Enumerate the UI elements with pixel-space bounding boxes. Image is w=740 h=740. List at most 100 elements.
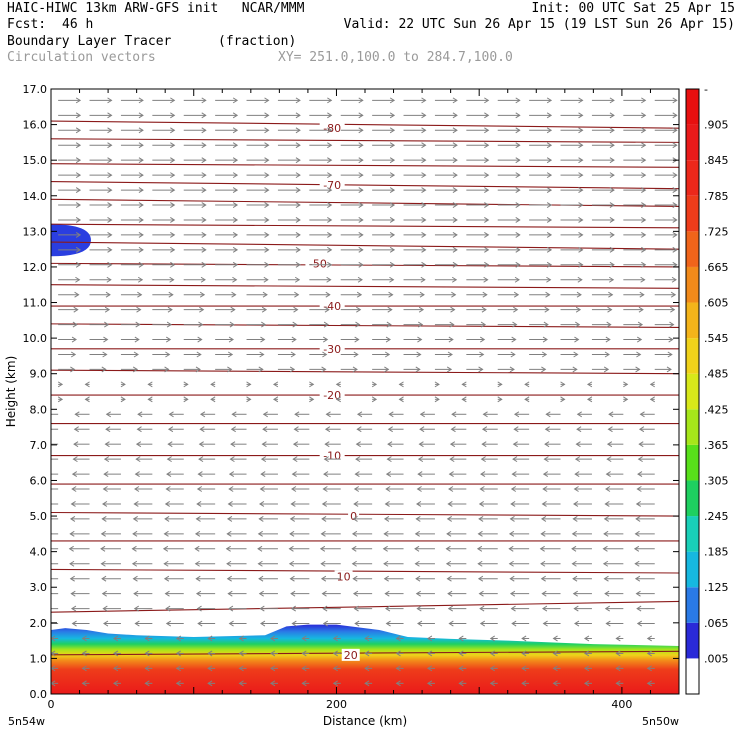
vector-head: [578, 127, 584, 134]
circulation-vector: [509, 590, 530, 597]
vector-head: [546, 276, 552, 283]
circulation-vector: [277, 217, 301, 223]
contour-label: -80: [323, 122, 341, 135]
circulation-vector: [58, 231, 82, 238]
vector-head: [578, 187, 584, 193]
circulation-vector: [446, 530, 467, 537]
vector-head: [602, 560, 609, 567]
vector-head: [138, 261, 144, 268]
vector-head: [545, 291, 551, 298]
circulation-vector: [257, 530, 278, 537]
circulation-vector: [434, 321, 455, 328]
vector-head: [57, 381, 64, 388]
circulation-vector: [654, 127, 678, 134]
vector-head: [131, 560, 138, 567]
vector-head: [578, 231, 584, 238]
circulation-vector: [352, 575, 373, 582]
vector-head: [194, 545, 200, 552]
colorbar-swatch: [686, 266, 699, 303]
vector-head: [102, 351, 108, 358]
circulation-vector: [259, 605, 278, 612]
circulation-vector: [560, 366, 578, 373]
circulation-vector: [529, 351, 548, 358]
vector-head: [515, 127, 521, 134]
colorbar-label: .065: [704, 617, 729, 630]
vector-head: [175, 635, 182, 642]
temperature-contour: [51, 284, 679, 289]
circulation-vector: [497, 187, 521, 193]
circulation-vector: [529, 336, 548, 343]
y-tick-label: 10.0: [23, 332, 48, 345]
circulation-vector: [51, 488, 59, 490]
vector-head: [515, 142, 521, 149]
vector-head: [301, 635, 307, 642]
circulation-vector: [466, 112, 490, 119]
vector-head: [603, 575, 609, 582]
vector-head: [572, 515, 578, 522]
circulation-vector: [434, 157, 458, 164]
circulation-vector: [175, 665, 184, 672]
vector-head: [521, 635, 527, 642]
vector-head: [75, 142, 82, 149]
circulation-vector: [104, 441, 121, 448]
vector-head: [81, 680, 87, 687]
vector-head: [272, 381, 279, 388]
vector-head: [421, 231, 427, 238]
vector-head: [479, 620, 486, 627]
circulation-vector: [195, 575, 216, 582]
circulation-vector: [351, 545, 373, 552]
circulation-vector: [552, 650, 561, 657]
circulation-vector: [383, 515, 404, 522]
circulation-vector: [529, 157, 553, 164]
circulation-vector: [215, 157, 239, 164]
circulation-vector: [144, 650, 153, 657]
vector-head: [322, 336, 329, 343]
vector-head: [573, 605, 579, 612]
circulation-vector: [105, 426, 121, 433]
circulation-vector: [552, 680, 561, 687]
circulation-vector: [372, 97, 396, 104]
circulation-vector: [195, 590, 216, 597]
vector-head: [667, 351, 673, 358]
vector-head: [646, 650, 653, 657]
circulation-vector: [606, 441, 624, 448]
circulation-vector: [636, 486, 655, 492]
circulation-vector: [321, 501, 341, 507]
vector-head: [75, 261, 82, 268]
vector-head: [615, 680, 621, 687]
vector-head: [354, 471, 360, 477]
circulation-vector: [246, 291, 268, 298]
vector-head: [484, 202, 490, 208]
circulation-vector: [183, 127, 207, 134]
vector-head: [583, 650, 590, 657]
vector-head: [398, 396, 404, 403]
circulation-vector: [497, 336, 517, 343]
circulation-vector: [480, 456, 498, 463]
vector-head: [352, 515, 358, 522]
vector-head: [259, 501, 265, 507]
vector-head: [546, 202, 553, 208]
circulation-vector: [574, 471, 592, 477]
vector-head: [417, 471, 423, 477]
circulation-vector: [227, 501, 247, 507]
circulation-vector: [301, 680, 310, 687]
circulation-vector: [448, 471, 467, 477]
vector-head: [120, 396, 126, 403]
vector-head: [138, 112, 144, 119]
circulation-vector: [246, 261, 270, 268]
circulation-vector: [524, 396, 530, 403]
vector-head: [477, 530, 483, 537]
vector-head: [623, 381, 629, 388]
vector-head: [327, 202, 333, 208]
vector-head: [353, 351, 359, 358]
circulation-vector: [246, 366, 264, 373]
circulation-vector: [215, 366, 233, 373]
circulation-vector: [152, 351, 171, 358]
vector-head: [389, 217, 396, 223]
circulation-vector: [497, 172, 521, 179]
vector-head: [510, 351, 516, 358]
vector-head: [608, 276, 615, 283]
vector-head: [666, 366, 672, 373]
circulation-vector: [325, 411, 341, 418]
